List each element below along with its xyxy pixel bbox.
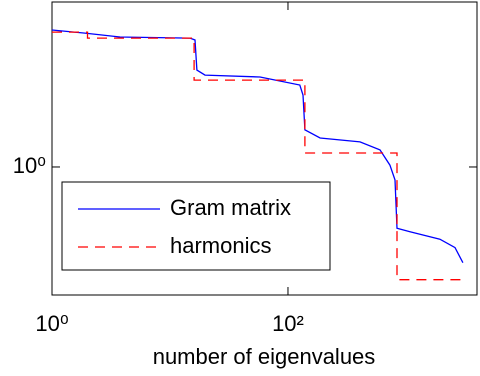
legend-box: [61, 181, 331, 271]
x-axis-label: number of eigenvalues: [153, 344, 376, 369]
x-tick-label: 10⁰: [35, 311, 68, 336]
series-line: [52, 31, 463, 281]
legend-label: Gram matrix: [170, 195, 291, 220]
legend-label: harmonics: [170, 233, 271, 258]
y-tick-label: 10⁰: [13, 153, 46, 178]
x-tick-label: 10²: [272, 311, 304, 336]
